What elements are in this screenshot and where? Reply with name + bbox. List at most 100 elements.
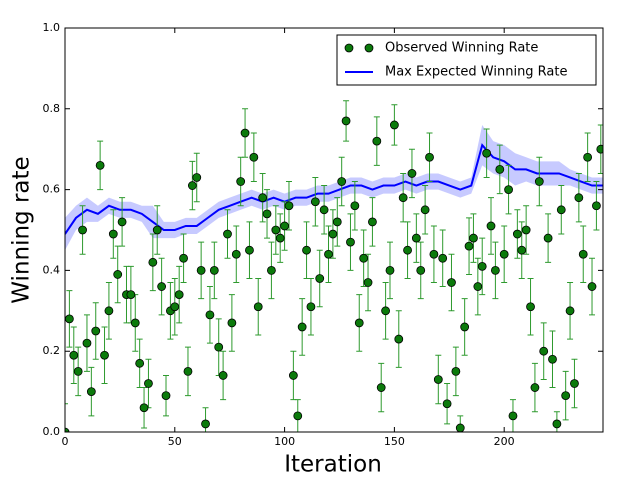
data-point xyxy=(324,249,333,259)
data-point xyxy=(192,173,202,182)
data-point xyxy=(65,427,70,432)
data-point xyxy=(583,152,593,162)
data-point xyxy=(302,245,311,255)
data-point xyxy=(517,245,527,255)
data-point xyxy=(376,383,386,392)
data-point xyxy=(139,403,149,413)
data-point xyxy=(135,358,145,368)
data-point xyxy=(201,419,210,429)
x-tick-label: 200 xyxy=(494,435,515,448)
data-point xyxy=(359,253,369,263)
data-point xyxy=(82,338,92,348)
data-point xyxy=(253,302,263,312)
data-point xyxy=(482,148,492,158)
data-point xyxy=(534,177,544,186)
legend-label: Observed Winning Rate xyxy=(385,41,538,56)
data-point xyxy=(240,128,250,138)
data-point xyxy=(249,152,259,162)
data-point xyxy=(104,306,114,316)
data-point xyxy=(245,245,254,255)
x-tick-label: 100 xyxy=(274,435,295,448)
data-point xyxy=(100,350,109,360)
data-point xyxy=(512,229,522,239)
data-point xyxy=(258,193,268,203)
plot-area xyxy=(65,100,603,432)
data-point xyxy=(108,229,118,239)
data-point xyxy=(284,201,294,211)
data-point xyxy=(464,241,474,251)
error-bar xyxy=(65,403,68,432)
data-point xyxy=(526,302,535,312)
uncertainty-band xyxy=(65,124,603,251)
data-point xyxy=(174,290,184,300)
data-point xyxy=(271,225,281,235)
data-point xyxy=(69,350,79,360)
data-point xyxy=(95,160,105,170)
data-point xyxy=(144,379,153,388)
data-point xyxy=(91,326,101,336)
data-point xyxy=(152,225,162,235)
data-point xyxy=(587,282,597,291)
legend-marker xyxy=(344,43,354,53)
data-point xyxy=(130,318,140,328)
data-point xyxy=(183,366,193,376)
data-point xyxy=(416,265,426,275)
data-point xyxy=(306,302,316,312)
data-point xyxy=(486,221,496,231)
data-point xyxy=(473,282,483,291)
x-axis-label: Iteration xyxy=(284,452,382,478)
data-point xyxy=(578,249,588,259)
x-tick-label: 150 xyxy=(384,435,405,448)
data-point xyxy=(227,318,237,328)
data-point xyxy=(451,366,461,376)
data-point xyxy=(530,383,540,392)
data-point xyxy=(556,205,566,215)
data-point xyxy=(179,253,188,263)
data-point xyxy=(420,205,430,215)
data-point xyxy=(543,233,553,243)
data-point xyxy=(398,193,408,203)
data-point xyxy=(86,387,96,397)
data-point xyxy=(78,225,87,235)
data-point xyxy=(319,205,329,215)
data-point xyxy=(407,169,417,178)
data-point xyxy=(196,265,206,275)
data-point xyxy=(214,342,224,352)
data-point xyxy=(385,265,395,275)
data-point xyxy=(350,201,360,211)
data-point xyxy=(561,391,571,401)
data-point xyxy=(429,249,439,259)
data-point xyxy=(148,257,158,267)
data-point xyxy=(354,318,364,328)
data-point xyxy=(521,225,531,235)
data-point xyxy=(495,164,505,174)
data-point xyxy=(346,237,355,247)
data-point xyxy=(209,265,219,275)
data-point xyxy=(552,419,562,429)
data-point xyxy=(161,391,171,401)
y-tick-label: 1.0 xyxy=(43,21,61,34)
data-point xyxy=(455,423,465,432)
data-point xyxy=(425,152,434,162)
line xyxy=(65,143,603,235)
data-point xyxy=(293,411,303,421)
data-point xyxy=(490,265,500,275)
data-point xyxy=(280,221,289,231)
y-tick-label: 0.2 xyxy=(43,344,61,357)
data-point xyxy=(73,366,83,376)
data-point xyxy=(592,201,601,211)
data-point xyxy=(477,261,487,271)
data-point xyxy=(231,249,241,259)
data-point xyxy=(504,185,513,195)
data-point xyxy=(328,229,338,239)
data-point xyxy=(126,290,136,300)
data-point xyxy=(548,354,557,364)
y-axis-label: Winning rate xyxy=(9,156,35,303)
data-point xyxy=(389,120,399,130)
data-point xyxy=(596,144,603,154)
data-point xyxy=(218,371,228,380)
data-point xyxy=(565,306,575,316)
data-point xyxy=(381,306,391,316)
data-point xyxy=(187,181,197,190)
data-point xyxy=(205,310,215,320)
